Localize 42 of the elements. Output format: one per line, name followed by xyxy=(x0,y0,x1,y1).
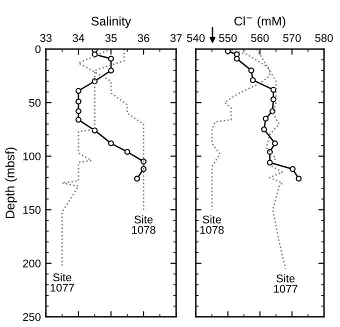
point xyxy=(262,116,269,122)
point xyxy=(261,126,268,132)
y-tick-label: 0 xyxy=(35,45,41,54)
point xyxy=(75,98,82,105)
x-tick-label: 33 xyxy=(40,34,52,42)
point xyxy=(108,56,114,62)
point xyxy=(272,140,278,146)
point xyxy=(234,56,240,62)
point xyxy=(134,176,140,182)
series-label: Site 1077 xyxy=(274,274,298,293)
x-axis-title: Cl$^{−}$ (mM) xyxy=(234,16,286,28)
x-tick-label: 570 xyxy=(283,34,301,42)
y-tick-label: 50 xyxy=(29,98,41,107)
point xyxy=(108,140,114,146)
point xyxy=(124,148,130,155)
y-tick-label: 250 xyxy=(23,313,41,321)
x-tick-label: 35 xyxy=(105,34,117,42)
point xyxy=(250,77,256,84)
y-tick-label: 100 xyxy=(23,152,41,160)
x-tick-label: 580 xyxy=(315,34,333,42)
x-tick-label: 550 xyxy=(219,34,237,42)
point xyxy=(270,86,276,93)
series-label: Site 1077 xyxy=(50,273,74,292)
series-label: Site 1078 xyxy=(132,215,156,234)
point xyxy=(248,67,254,74)
point xyxy=(108,67,114,74)
x-axis-title: Salinity xyxy=(91,16,132,28)
x-tick-label: 36 xyxy=(138,34,150,42)
point xyxy=(290,166,296,172)
x-tick-label: 34 xyxy=(72,34,84,42)
y-tick-label: 200 xyxy=(23,260,41,268)
y-tick-label: 150 xyxy=(23,206,41,214)
point xyxy=(270,96,276,102)
point xyxy=(75,108,82,114)
x-tick-label: 560 xyxy=(251,34,269,42)
point xyxy=(296,176,302,182)
series-label: Site 1078 xyxy=(200,215,224,234)
y-axis-title: Depth (mbsf) xyxy=(5,148,17,218)
point xyxy=(75,88,82,94)
point xyxy=(75,116,82,123)
x-tick-label: 37 xyxy=(170,34,182,42)
x-tick-label: 540 xyxy=(187,34,205,42)
